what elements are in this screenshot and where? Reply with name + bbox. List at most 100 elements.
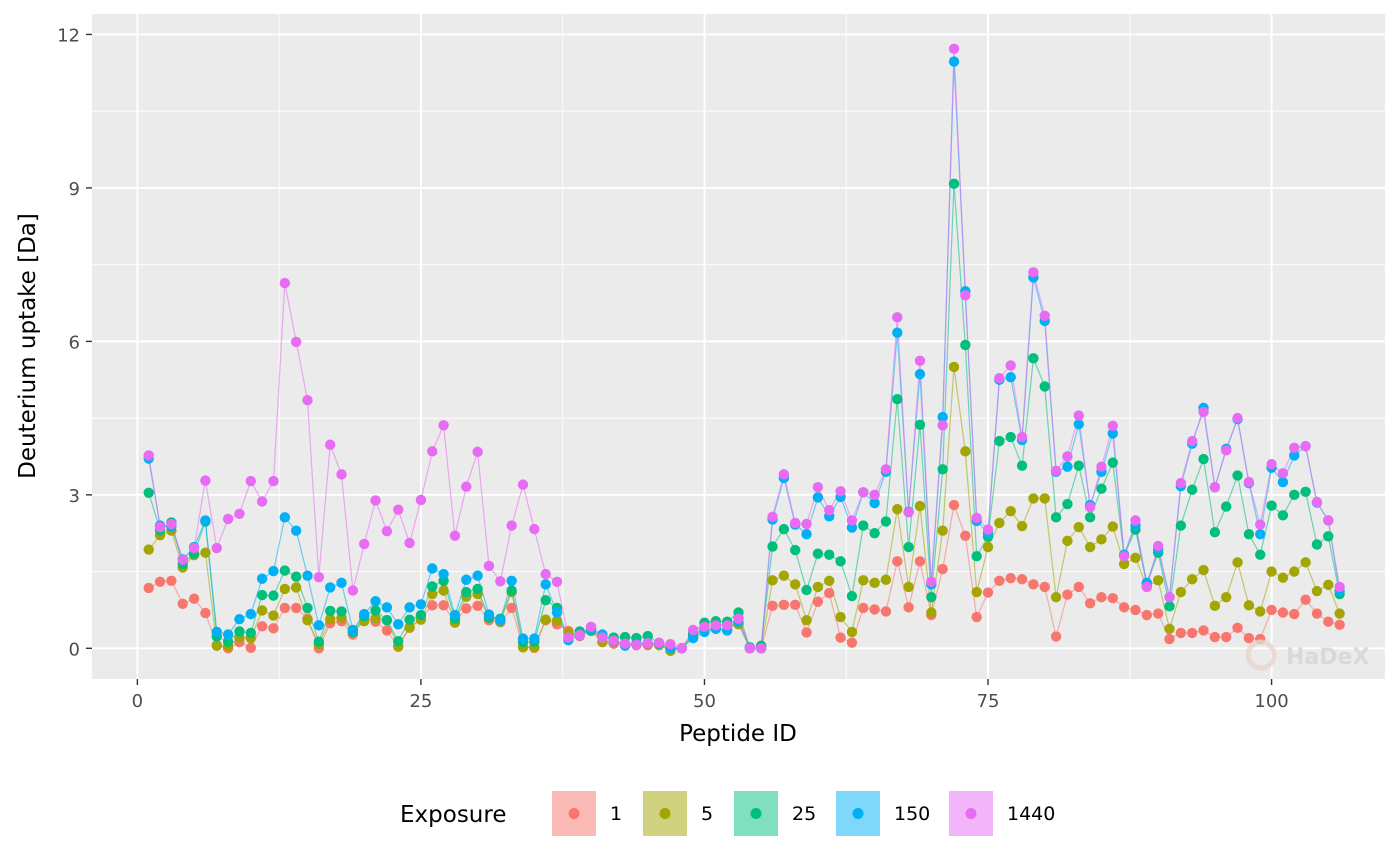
data-point-150	[347, 624, 359, 636]
data-point-5	[1300, 557, 1311, 568]
data-point-5	[903, 581, 914, 593]
data-point-5	[858, 575, 869, 586]
data-point-150	[393, 619, 404, 630]
x-tick-label: 0	[132, 691, 143, 712]
data-point-1440	[1130, 515, 1141, 526]
x-axis-title: Peptide ID	[679, 721, 797, 747]
data-point-1440	[1062, 451, 1073, 462]
data-point-1	[154, 576, 166, 588]
data-point-150	[324, 582, 336, 593]
data-point-5	[211, 640, 222, 651]
data-point-1	[188, 593, 200, 604]
data-point-25	[914, 419, 926, 430]
data-point-25	[1164, 601, 1175, 612]
data-point-1	[472, 600, 483, 612]
data-point-25	[1175, 520, 1187, 531]
data-point-5	[880, 574, 892, 585]
data-point-1	[279, 602, 291, 614]
data-point-25	[1028, 353, 1039, 364]
data-point-1	[1141, 609, 1153, 621]
data-point-5	[869, 577, 880, 589]
data-point-25	[1266, 500, 1277, 511]
legend-key-point-5	[659, 808, 671, 819]
data-point-1440	[1084, 501, 1096, 513]
legend-label-25: 25	[792, 803, 816, 825]
data-point-1440	[699, 621, 710, 633]
data-point-1440	[1198, 406, 1209, 418]
data-point-25	[1062, 498, 1073, 510]
data-point-1440	[438, 420, 449, 431]
data-point-25	[461, 586, 472, 598]
data-point-1440	[563, 632, 574, 643]
data-point-1	[1198, 625, 1209, 636]
data-point-5	[1028, 493, 1039, 504]
data-point-150	[200, 515, 211, 526]
data-point-5	[1039, 493, 1050, 504]
data-point-1440	[1164, 591, 1175, 603]
data-point-1	[1266, 604, 1277, 616]
legend: Exposure 1 5 25 150 1440	[400, 791, 1055, 836]
data-point-1440	[279, 277, 291, 289]
y-axis: 0 3 6 9 12	[57, 25, 92, 660]
data-point-1440	[1243, 476, 1255, 488]
data-point-1440	[858, 487, 869, 498]
data-point-5	[948, 361, 960, 373]
data-point-1440	[733, 613, 744, 624]
data-point-1	[914, 556, 926, 567]
data-point-150	[1062, 461, 1073, 472]
data-point-1440	[188, 542, 200, 554]
data-point-1440	[767, 511, 778, 523]
data-point-1440	[903, 507, 914, 518]
data-point-150	[517, 633, 529, 644]
data-point-25	[971, 551, 982, 562]
data-point-1440	[324, 439, 336, 450]
data-point-1440	[1016, 431, 1028, 443]
data-point-150	[313, 620, 325, 631]
data-point-25	[370, 605, 381, 616]
data-point-5	[801, 614, 812, 626]
data-point-1440	[529, 523, 540, 535]
data-point-25	[1255, 549, 1266, 560]
data-point-5	[1050, 591, 1062, 603]
data-point-1440	[914, 355, 926, 367]
data-point-150	[892, 327, 903, 338]
data-point-25	[540, 595, 551, 606]
data-point-1	[767, 600, 778, 612]
data-point-1440	[801, 518, 812, 530]
data-point-5	[1232, 557, 1243, 568]
data-point-1	[461, 603, 472, 614]
data-point-1	[177, 598, 188, 610]
data-point-5	[812, 581, 824, 593]
data-point-25	[279, 565, 291, 576]
data-point-5	[256, 605, 268, 616]
data-point-150	[937, 411, 948, 423]
y-tick-label: 9	[69, 179, 80, 200]
data-point-1	[268, 623, 279, 634]
data-point-150	[472, 570, 483, 581]
data-point-150	[869, 497, 880, 509]
data-point-150	[222, 629, 234, 640]
data-point-25	[926, 591, 937, 603]
data-point-1440	[642, 637, 653, 649]
data-point-5	[1311, 585, 1323, 597]
data-point-5	[926, 607, 937, 618]
data-point-5	[1243, 600, 1255, 611]
data-point-1440	[495, 576, 506, 587]
data-point-1440	[427, 446, 438, 457]
data-point-150	[1255, 529, 1266, 540]
data-point-1	[438, 600, 449, 611]
data-point-25	[880, 516, 892, 527]
data-point-150	[336, 577, 347, 589]
data-point-150	[1277, 476, 1289, 488]
data-point-1440	[937, 420, 948, 431]
data-point-1440	[585, 621, 597, 633]
data-point-1440	[982, 524, 994, 535]
data-point-25	[778, 523, 790, 535]
data-point-150	[551, 607, 563, 618]
data-point-5	[960, 446, 971, 457]
data-point-25	[1039, 381, 1050, 392]
data-point-5	[1084, 541, 1096, 553]
data-point-1	[290, 602, 302, 614]
data-point-1440	[710, 620, 722, 631]
